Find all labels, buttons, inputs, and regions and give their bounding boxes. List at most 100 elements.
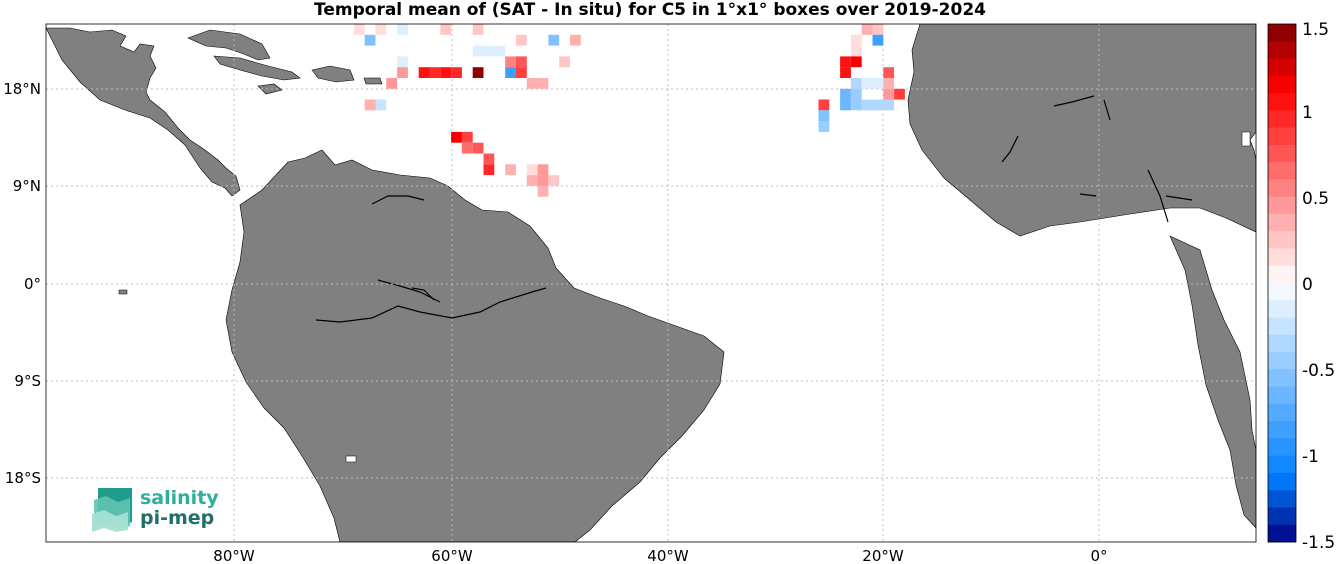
heatmap-cell [850, 45, 862, 57]
heatmap-cell [850, 78, 862, 89]
heatmap-cell [397, 24, 408, 35]
colorbar-segment [1268, 317, 1296, 336]
heatmap-cell [483, 45, 495, 57]
colorbar-segment [1268, 75, 1296, 94]
island [1241, 131, 1251, 147]
rivers [315, 95, 1193, 323]
cuba-land [213, 55, 301, 81]
lon-tick-label: 20°W [862, 547, 904, 564]
colorbar-segment [1268, 403, 1296, 422]
colorbar-segment [1268, 455, 1296, 474]
heatmap-cell [472, 67, 484, 78]
hispaniola-land [311, 65, 355, 83]
heatmap-cell [872, 99, 884, 111]
logo-text-pi-mep: pi-mep [140, 507, 215, 529]
colorbar-segment [1268, 386, 1296, 405]
colorbar-segment [1268, 248, 1296, 267]
heatmap-cell [505, 164, 516, 176]
colorbar-tick-label: -0.5 [1302, 361, 1335, 381]
colorbar-segment [1268, 58, 1296, 77]
heatmap-cell [353, 24, 365, 35]
heatmap-cell [451, 67, 462, 78]
heatmap-cell [483, 164, 495, 176]
colorbar-segment [1268, 24, 1296, 42]
colorbar-segment [1268, 179, 1296, 198]
heatmap-cell [375, 99, 387, 111]
lon-tick-label: 80°W [213, 547, 255, 564]
colorbar-segment [1268, 300, 1296, 318]
heatmap-cell [840, 99, 851, 111]
heatmap-cell [840, 88, 851, 100]
heatmap-cell [850, 34, 862, 46]
heatmap-cell [872, 24, 884, 35]
heatmap-cell [429, 67, 441, 78]
colorbar-segment [1268, 334, 1296, 353]
lon-tick-label: 40°W [647, 547, 689, 564]
colorbar-segment [1268, 196, 1296, 215]
colorbar-tick-label: 1 [1302, 103, 1313, 123]
heatmap-cell [537, 175, 549, 186]
heatmap-cell [894, 88, 905, 100]
heatmap-cell [397, 56, 408, 68]
heatmap-cell [505, 67, 516, 78]
colorbar-segment [1268, 507, 1296, 526]
heatmap-cell [872, 78, 884, 89]
lat-tick-label: 9°S [14, 372, 41, 390]
colorbar-segment [1268, 231, 1296, 249]
lon-tick-label: 0° [1090, 547, 1107, 564]
heatmap-cell [364, 99, 376, 111]
south-america-land [225, 149, 725, 542]
heatmap-cell [861, 99, 873, 111]
heatmap-cell [516, 56, 527, 68]
heatmap-cell [840, 56, 851, 68]
lat-tick-label: 18°S [5, 469, 41, 487]
heatmap-cell [451, 131, 462, 143]
colorbar-segment [1268, 283, 1296, 301]
heatmap-cell [440, 24, 452, 35]
florida-land [187, 29, 271, 61]
heatmap-cell [850, 56, 862, 68]
heatmap-cell [872, 34, 884, 46]
lat-tick-label: 0° [24, 275, 41, 293]
heatmap-cell [418, 67, 430, 78]
colorbar-segment [1268, 369, 1296, 387]
heatmap-cell [397, 67, 408, 78]
heatmap-cell [537, 78, 549, 89]
heatmap-cell [850, 88, 862, 100]
colorbar-segment [1268, 265, 1296, 284]
colorbar-segment [1268, 93, 1296, 111]
puerto-rico-land [363, 77, 383, 85]
lat-tick-label: 9°N [13, 177, 41, 195]
lat-tick-label: 18°N [3, 80, 41, 98]
heatmap-cell [850, 99, 862, 111]
heatmap-cell [861, 24, 873, 35]
heatmap-cell [883, 67, 895, 78]
heatmap-cell [526, 164, 538, 176]
north-america-land [46, 27, 241, 197]
land-layer [46, 24, 1256, 542]
colorbar-tick-label: 0.5 [1302, 189, 1329, 209]
heatmap-cell [548, 175, 560, 186]
heatmap-cell [526, 175, 538, 186]
colorbar-tick-label: 1.5 [1302, 20, 1329, 40]
heatmap-cell [440, 67, 452, 78]
colorbar-segment [1268, 438, 1296, 457]
jamaica-land [257, 83, 283, 95]
africa-land [907, 24, 1256, 529]
island [118, 289, 128, 295]
logo-waves-icon [92, 488, 132, 532]
heatmap-cell [537, 164, 549, 176]
heatmap-cell [883, 78, 895, 89]
island [345, 455, 357, 463]
colorbar-tick-label: -1.5 [1302, 533, 1335, 553]
heatmap-cell [840, 67, 851, 78]
colorbar-segment [1268, 421, 1296, 439]
heatmap-cell [570, 34, 581, 46]
colorbar-segment [1268, 144, 1296, 163]
heatmap-cell [483, 153, 495, 165]
colorbar-segment [1268, 110, 1296, 128]
colorbar-segment [1268, 352, 1296, 370]
colorbar-segment [1268, 127, 1296, 146]
heatmap-cell [559, 56, 570, 68]
